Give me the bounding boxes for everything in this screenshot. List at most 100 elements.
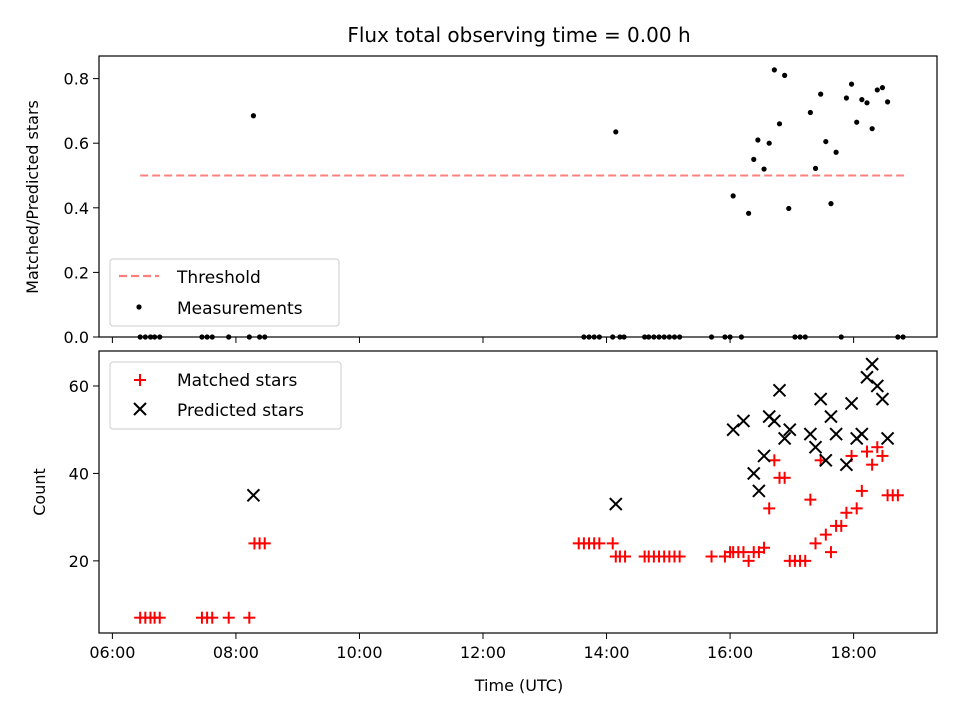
predicted-star-point	[752, 484, 766, 498]
matched-star-point	[778, 471, 791, 484]
x-tick-label: 06:00	[89, 643, 135, 662]
predicted-star-point	[829, 427, 843, 441]
legend-matched-swatch	[134, 374, 146, 386]
top-y-axis-label: Matched/Predicted stars	[23, 100, 42, 294]
measurement-point	[807, 109, 813, 116]
measurement-point	[755, 137, 761, 143]
legend-predicted-swatch	[133, 402, 147, 416]
predicted-star-point	[880, 431, 895, 446]
predicted-star-point	[875, 392, 890, 406]
bottom-y-axis-label: Count	[30, 468, 49, 516]
matched-star-point	[891, 489, 904, 502]
x-tick-label: 12:00	[460, 643, 506, 662]
legend-matched-label: Matched stars	[177, 371, 297, 391]
matched-star-point	[768, 454, 781, 467]
measurement-point	[823, 138, 829, 145]
predicted-star-point	[772, 383, 787, 398]
x-tick-label: 14:00	[583, 643, 629, 662]
predicted-star-point	[808, 440, 823, 454]
measurement-point	[874, 87, 880, 93]
top-y-tick-label: 0.2	[64, 263, 89, 282]
predicted-star-point	[855, 427, 869, 441]
matched-star-point	[804, 493, 817, 506]
x-tick-label: 08:00	[213, 643, 259, 662]
top-y-tick-label: 0.0	[64, 328, 89, 347]
measurement-point	[782, 72, 788, 78]
top-legend-box	[109, 258, 340, 327]
measurement-point	[879, 85, 886, 91]
bottom-legend-box	[109, 361, 342, 430]
matched-star-point	[876, 449, 889, 462]
predicted-star-point	[819, 453, 833, 468]
chart-title: Flux total observing time = 0.00 h	[347, 23, 690, 47]
bottom-y-tick-label: 60	[69, 377, 89, 396]
top-y-tick-label: 0.4	[64, 199, 89, 218]
count-points	[134, 357, 904, 624]
bottom-y-tick-label: 40	[69, 464, 89, 483]
bottom-panel: 06:00 08:00 10:00 12:00 14:00 16:00 18:00 20 40…	[30, 350, 938, 695]
legend-predicted-label: Predicted stars	[177, 401, 304, 421]
matched-star-point	[742, 554, 755, 567]
bottom-y-ticks: 20 40 60	[69, 377, 99, 571]
predicted-star-point	[777, 431, 792, 446]
matched-star-point	[855, 484, 868, 497]
matched-star-point	[705, 550, 718, 563]
predicted-star-point	[865, 357, 879, 371]
matched-star-point	[153, 611, 166, 624]
matched-star-point	[206, 611, 219, 624]
measurement-point	[613, 129, 619, 135]
predicted-star-point	[726, 422, 740, 437]
predicted-star-point	[246, 488, 261, 502]
matched-star-point	[824, 546, 837, 559]
matched-star-point	[835, 519, 848, 532]
measurement-point	[833, 149, 839, 155]
measurement-point	[859, 97, 865, 103]
matched-star-point	[819, 528, 832, 541]
predicted-star-point	[839, 457, 854, 472]
predicted-star-point	[860, 370, 874, 384]
predicted-star-point	[870, 379, 884, 393]
top-x-ticks	[111, 337, 855, 343]
measurement-point	[828, 201, 834, 207]
predicted-star-point	[844, 396, 859, 411]
matched-star-point	[871, 441, 884, 454]
x-tick-label: 10:00	[336, 643, 382, 662]
top-axes-frame	[98, 55, 938, 338]
matched-star-point	[809, 537, 822, 550]
legend-threshold-label: Threshold	[176, 268, 261, 288]
measurement-point	[869, 126, 875, 132]
predicted-star-point	[757, 449, 771, 463]
measurement-point	[751, 156, 757, 162]
measurement-point	[746, 210, 752, 216]
top-y-tick-label: 0.6	[64, 134, 89, 153]
measurement-point	[250, 113, 257, 119]
predicted-star-point	[803, 427, 818, 441]
top-legend: Threshold Measurements	[109, 258, 340, 327]
matched-star-point	[737, 546, 750, 559]
top-y-tick-label: 0.8	[64, 70, 89, 89]
x-tick-label: 18:00	[831, 643, 877, 662]
measurement-point	[786, 205, 792, 212]
x-axis-label: Time (UTC)	[474, 676, 563, 695]
predicted-star-point	[736, 414, 751, 428]
matched-star-point	[222, 611, 235, 624]
matched-star-point	[243, 611, 256, 624]
matched-star-point	[763, 502, 776, 515]
matched-star-point	[758, 541, 771, 554]
matched-star-point	[619, 550, 632, 563]
measurement-point	[884, 99, 891, 105]
measurement-point	[766, 140, 772, 146]
measurement-point	[854, 119, 860, 125]
predicted-star-point	[824, 409, 838, 424]
matched-star-point	[593, 537, 606, 550]
predicted-star-point	[747, 466, 761, 481]
measurement-point	[812, 165, 819, 171]
matched-star-point	[850, 502, 863, 515]
matched-star-point	[860, 445, 873, 458]
measurement-point	[761, 166, 767, 172]
matched-star-point	[840, 506, 853, 519]
top-y-ticks: 0.0 0.2 0.4 0.6 0.8	[64, 70, 99, 347]
predicted-star-point	[783, 422, 797, 437]
measurement-point	[730, 193, 736, 199]
predicted-star-point	[609, 497, 623, 511]
